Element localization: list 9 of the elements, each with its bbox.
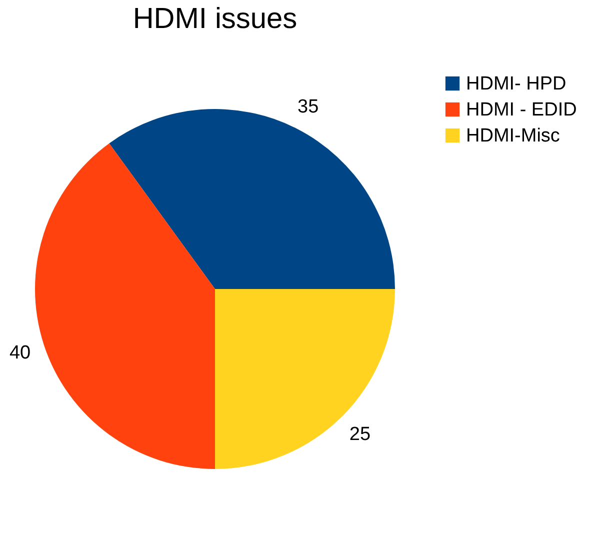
data-label: 40 (9, 342, 31, 364)
pie-slice (35, 143, 215, 469)
pie-slice (215, 289, 395, 469)
legend-label: HDMI- HPD (466, 74, 566, 94)
data-label: 25 (349, 424, 371, 445)
legend-label: HDMI-Misc (466, 126, 560, 146)
data-label: 35 (298, 96, 319, 118)
legend-label: HDMI - EDID (466, 100, 577, 120)
chart-title: HDMI issues (132, 3, 298, 35)
